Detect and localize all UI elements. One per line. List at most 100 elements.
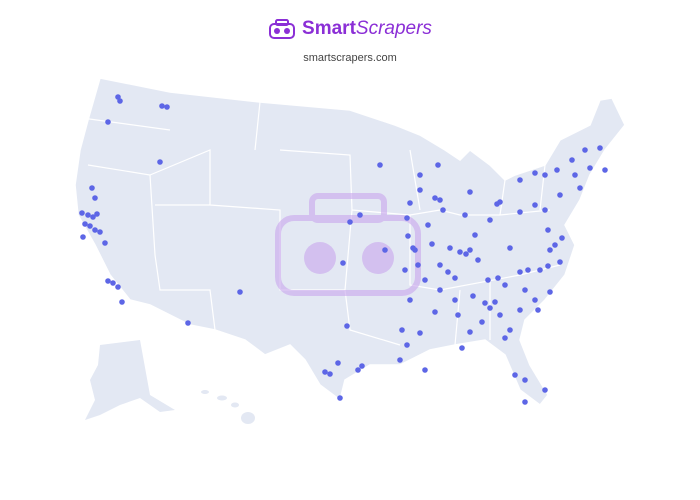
- location-dot: [545, 227, 551, 233]
- location-dot: [557, 192, 563, 198]
- location-dot: [402, 267, 408, 273]
- location-dot: [92, 227, 98, 233]
- location-dot: [429, 241, 435, 247]
- location-dot: [87, 223, 93, 229]
- location-dot: [502, 282, 508, 288]
- location-dot: [97, 229, 103, 235]
- location-dot: [399, 327, 405, 333]
- location-dot: [517, 209, 523, 215]
- location-dot: [577, 185, 583, 191]
- location-dot: [597, 145, 603, 151]
- location-dot: [475, 257, 481, 263]
- location-dot: [355, 367, 361, 373]
- location-dot: [492, 299, 498, 305]
- location-dot: [397, 357, 403, 363]
- location-dot: [532, 202, 538, 208]
- location-dot: [467, 189, 473, 195]
- location-dot: [405, 233, 411, 239]
- location-dot: [517, 307, 523, 313]
- location-dot: [455, 312, 461, 318]
- location-dot: [542, 172, 548, 178]
- location-dot: [572, 172, 578, 178]
- location-dot: [94, 211, 100, 217]
- location-dot: [485, 277, 491, 283]
- location-dot: [422, 277, 428, 283]
- location-dot: [159, 103, 165, 109]
- location-dot: [602, 167, 608, 173]
- location-dot: [470, 293, 476, 299]
- location-dot: [105, 278, 111, 284]
- location-dot: [542, 387, 548, 393]
- location-dot: [425, 222, 431, 228]
- location-dot: [417, 187, 423, 193]
- location-dot: [347, 219, 353, 225]
- location-dot: [494, 201, 500, 207]
- location-dot: [459, 345, 465, 351]
- location-dot: [462, 212, 468, 218]
- location-dot: [327, 371, 333, 377]
- location-dot: [80, 234, 86, 240]
- watermark-logo: [275, 193, 421, 296]
- brand-bold: Smart: [302, 18, 356, 39]
- location-dot: [79, 210, 85, 216]
- location-dot: [532, 170, 538, 176]
- location-dot: [472, 232, 478, 238]
- location-dot: [92, 195, 98, 201]
- location-dot: [322, 369, 328, 375]
- location-dot: [507, 245, 513, 251]
- location-dot: [164, 104, 170, 110]
- location-dot: [110, 280, 116, 286]
- location-dot: [467, 329, 473, 335]
- location-dot: [467, 247, 473, 253]
- alaska: [85, 340, 175, 420]
- location-dot: [537, 267, 543, 273]
- location-dot: [517, 269, 523, 275]
- location-dot: [440, 207, 446, 213]
- location-dot: [487, 217, 493, 223]
- location-dot: [115, 284, 121, 290]
- location-dot: [359, 363, 365, 369]
- location-dot: [117, 98, 123, 104]
- location-dot: [105, 119, 111, 125]
- location-dots: [79, 94, 608, 405]
- location-dot: [415, 262, 421, 268]
- location-dot: [502, 335, 508, 341]
- location-dot: [463, 251, 469, 257]
- location-dot: [522, 377, 528, 383]
- location-dot: [559, 235, 565, 241]
- location-dot: [412, 247, 418, 253]
- location-dot: [452, 297, 458, 303]
- location-dot: [569, 157, 575, 163]
- location-dot: [377, 162, 383, 168]
- location-dot: [382, 247, 388, 253]
- location-dot: [495, 275, 501, 281]
- location-dot: [482, 300, 488, 306]
- location-dot: [340, 260, 346, 266]
- location-dot: [335, 360, 341, 366]
- hawaii: [201, 390, 255, 424]
- location-dot: [344, 323, 350, 329]
- location-dot: [487, 305, 493, 311]
- brand-italic: Scrapers: [355, 18, 432, 39]
- location-dot: [437, 197, 443, 203]
- location-dot: [507, 327, 513, 333]
- location-dot: [535, 307, 541, 313]
- location-dot: [547, 289, 553, 295]
- location-dot: [422, 367, 428, 373]
- location-dot: [432, 309, 438, 315]
- location-dot: [337, 395, 343, 401]
- location-dot: [437, 287, 443, 293]
- location-dot: [89, 185, 95, 191]
- location-dot: [185, 320, 191, 326]
- location-dot: [457, 249, 463, 255]
- location-dot: [237, 289, 243, 295]
- location-dot: [447, 245, 453, 251]
- location-dot: [532, 297, 538, 303]
- location-dot: [82, 221, 88, 227]
- location-dot: [554, 167, 560, 173]
- location-dot: [102, 240, 108, 246]
- location-dot: [525, 267, 531, 273]
- location-dot: [435, 162, 441, 168]
